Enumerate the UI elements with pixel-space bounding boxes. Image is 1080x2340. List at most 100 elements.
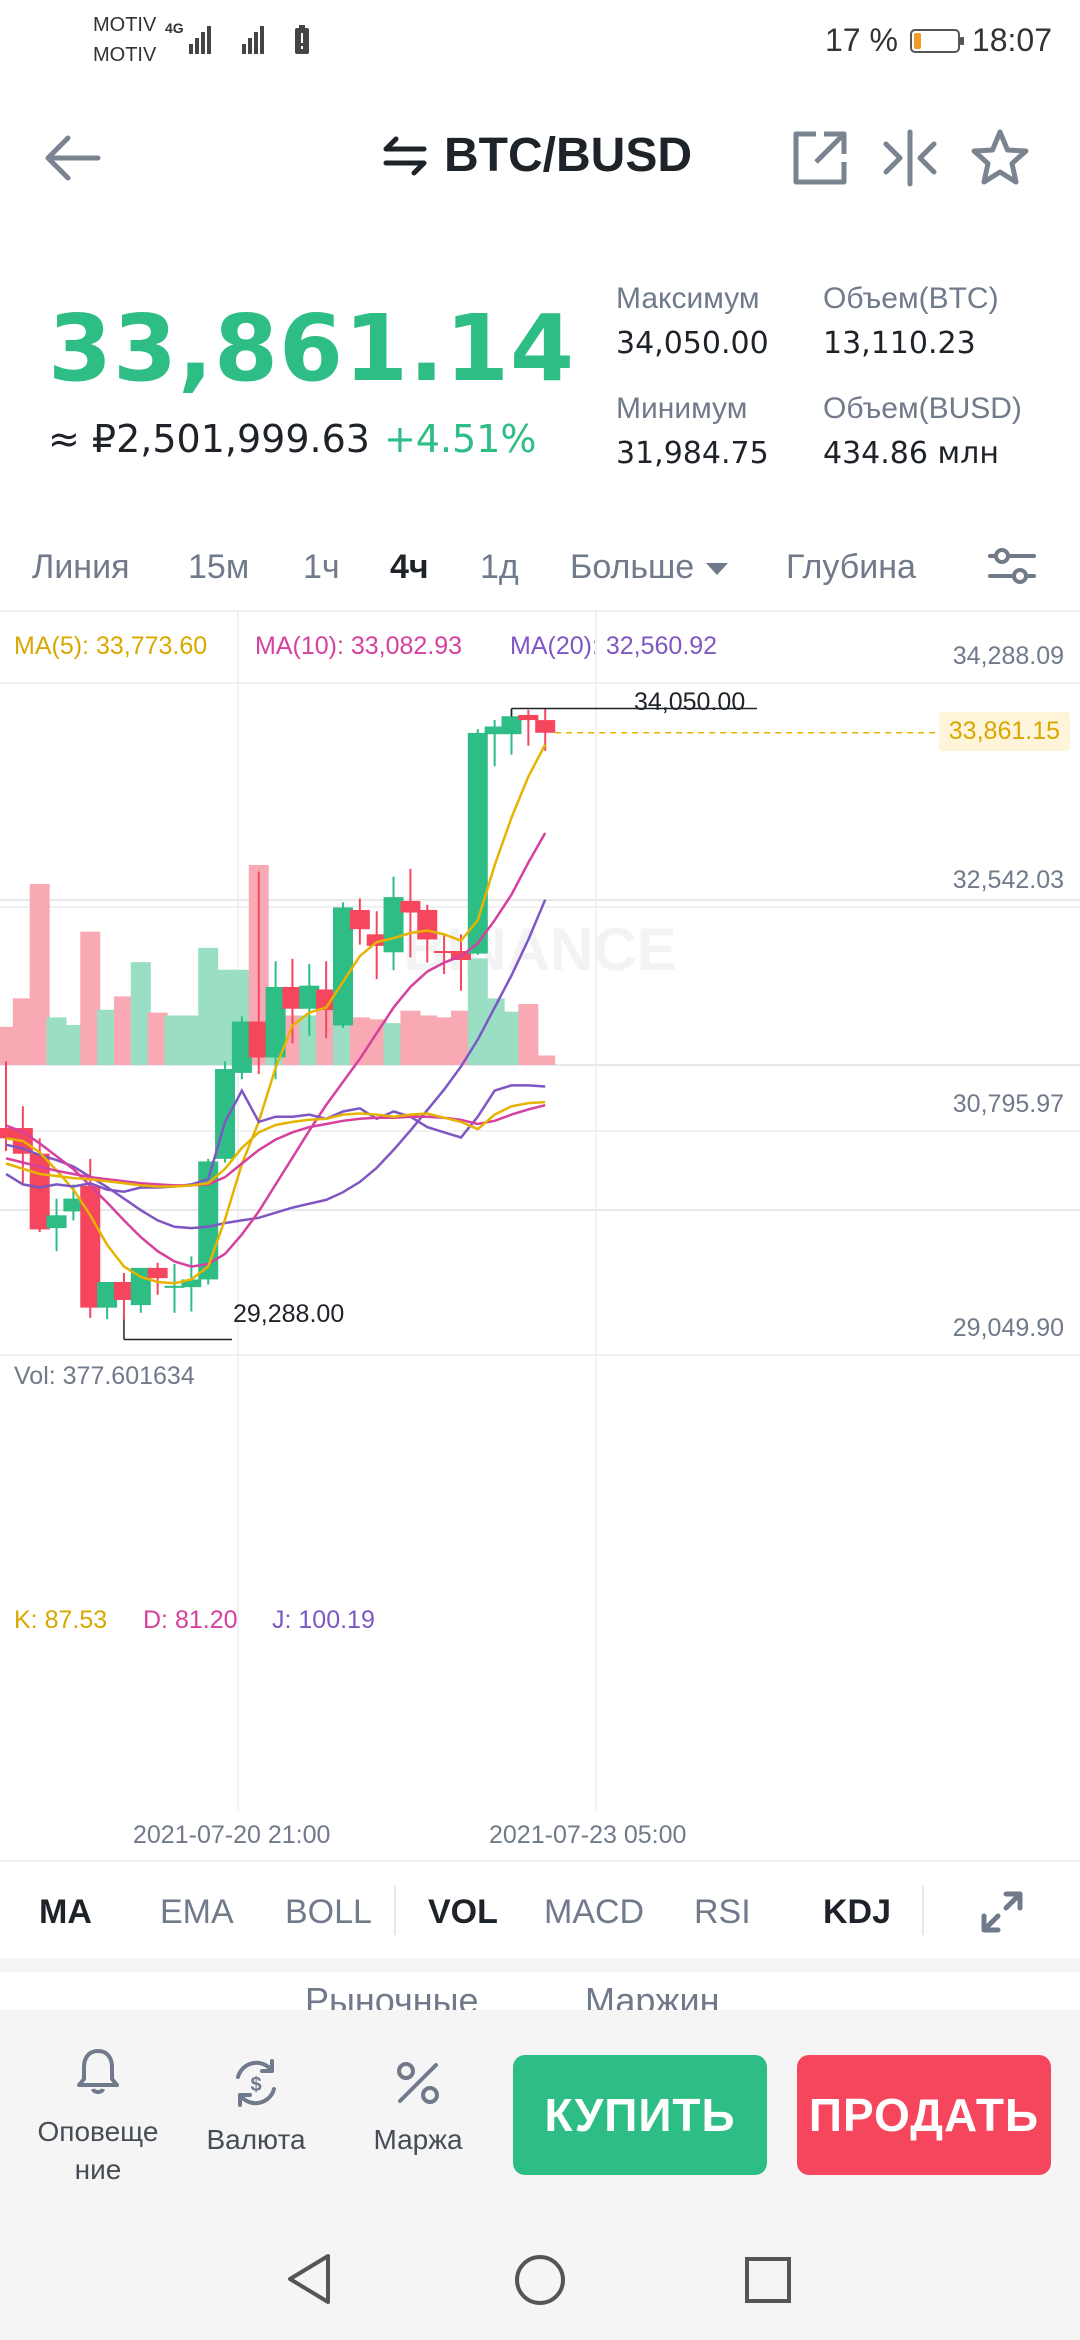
section-gap [0, 1958, 1080, 1972]
tab-ema[interactable]: EMA [160, 1893, 234, 1931]
last-price: 33,861.14 [48, 295, 575, 402]
currency-label: Валюта [206, 2124, 306, 2155]
volume-bar [383, 1023, 404, 1065]
candle-body [265, 986, 286, 1058]
battery-saver-icon [295, 25, 309, 54]
candle-body [299, 985, 320, 1009]
tab-15m[interactable]: 15м [188, 548, 250, 586]
axis-label: 32,542.03 [952, 866, 1064, 894]
tab-rsi[interactable]: RSI [694, 1893, 751, 1931]
currency-action[interactable]: $ Валюта [196, 2055, 316, 2159]
candle-body [231, 1021, 252, 1073]
candle-body [63, 1198, 84, 1212]
tab-vol[interactable]: VOL [428, 1893, 498, 1931]
nav-home-icon[interactable] [512, 2252, 568, 2308]
candle-body [501, 716, 522, 735]
nav-back-icon[interactable] [282, 2250, 336, 2308]
margin-action[interactable]: Маржа [358, 2055, 478, 2159]
tab-more[interactable]: Больше [570, 548, 730, 587]
percent-icon [397, 2062, 439, 2104]
candle-body [484, 726, 505, 735]
tab-macd[interactable]: MACD [544, 1893, 645, 1931]
volume-bar [0, 1026, 16, 1065]
candle-body [417, 909, 438, 940]
tab-4h[interactable]: 4ч [390, 548, 429, 586]
carrier-1: MOTIV [93, 14, 157, 36]
candlestick-chart[interactable]: BINANCE [0, 610, 1080, 1860]
star-icon[interactable] [968, 126, 1032, 190]
candle-body [181, 1279, 202, 1288]
swap-icon[interactable] [380, 134, 430, 178]
tab-kdj[interactable]: KDJ [823, 1893, 892, 1931]
kdj-k-label: K: 87.53 [14, 1606, 108, 1634]
fiat-price-line: ≈ ₽2,501,999.63 +4.51% [48, 417, 537, 461]
low-value: 31,984.75 [616, 436, 769, 471]
tab-1d[interactable]: 1д [480, 548, 519, 586]
caret-down-icon [705, 563, 728, 576]
share-icon[interactable] [790, 128, 850, 188]
candle-body [434, 951, 455, 954]
svg-text:$: $ [250, 2074, 261, 2096]
current-price-tag: 33,861.15 [938, 712, 1070, 751]
fullscreen-icon[interactable] [978, 1888, 1026, 1936]
low-label: Минимум [616, 392, 748, 425]
high-label: Максимум [616, 282, 760, 315]
ma5-line [5, 743, 547, 1285]
time-label: 2021-07-23 05:00 [489, 1821, 687, 1849]
tab-more-label: Больше [570, 548, 695, 586]
tab-1h[interactable]: 1ч [303, 548, 340, 586]
low-marker: 29,288.00 [233, 1300, 345, 1328]
candle-body [0, 1128, 16, 1139]
candle-body [97, 1281, 118, 1308]
volume-bar [215, 969, 236, 1065]
volume-bar [450, 1010, 471, 1065]
kdj-j-line [5, 1084, 546, 1193]
volume-bar [434, 1017, 455, 1065]
candle-body [535, 720, 556, 733]
divider [0, 610, 1080, 612]
divider [394, 1885, 396, 1935]
carrier-2: MOTIV [93, 44, 157, 66]
signal-icon-2 [242, 26, 264, 54]
volume-bar [46, 1017, 67, 1065]
battery-icon [909, 28, 964, 53]
volume-bar [130, 962, 151, 1065]
volume-bar [400, 1010, 421, 1065]
volume-quote-label: Объем(BUSD) [823, 392, 1022, 425]
candle-body [400, 900, 421, 913]
network-type: 4G [165, 20, 184, 36]
candle-body [46, 1215, 67, 1229]
volume-bar [299, 1015, 320, 1065]
buy-button[interactable]: КУПИТЬ [513, 2055, 767, 2175]
alert-action[interactable]: Оповеще ние [28, 2045, 168, 2189]
volume-bar [417, 1015, 438, 1065]
candle-body [164, 1285, 185, 1288]
candle-body [147, 1267, 168, 1279]
volume-base-value: 13,110.23 [823, 326, 976, 361]
volume-bar [467, 958, 488, 1065]
pair-title[interactable]: BTC/BUSD [380, 128, 692, 183]
kdj-d-label: D: 81.20 [143, 1606, 238, 1634]
candle-body [333, 907, 353, 1026]
volume-bar [181, 1015, 202, 1065]
price-change: +4.51% [383, 417, 537, 461]
volume-bar [366, 1019, 387, 1065]
chart-settings-icon[interactable] [986, 544, 1038, 588]
tab-line[interactable]: Линия [32, 548, 130, 586]
tab-boll[interactable]: BOLL [285, 1893, 372, 1931]
compare-icon[interactable] [880, 128, 940, 188]
candle-body [248, 1021, 269, 1058]
candle-body [467, 732, 488, 954]
nav-recents-icon[interactable] [742, 2254, 794, 2306]
status-bar: MOTIV MOTIV 4G 17 % 18:07 [0, 0, 1080, 90]
tab-depth[interactable]: Глубина [786, 548, 916, 586]
tab-ma[interactable]: MA [39, 1893, 92, 1931]
divider [922, 1885, 924, 1935]
sell-button[interactable]: ПРОДАТЬ [797, 2055, 1051, 2175]
back-arrow-icon[interactable] [38, 128, 108, 188]
candle-body [518, 714, 539, 721]
signal-icon [189, 26, 211, 54]
volume-bar [80, 931, 101, 1065]
candle-body [366, 934, 387, 946]
candle-body [316, 989, 337, 1011]
